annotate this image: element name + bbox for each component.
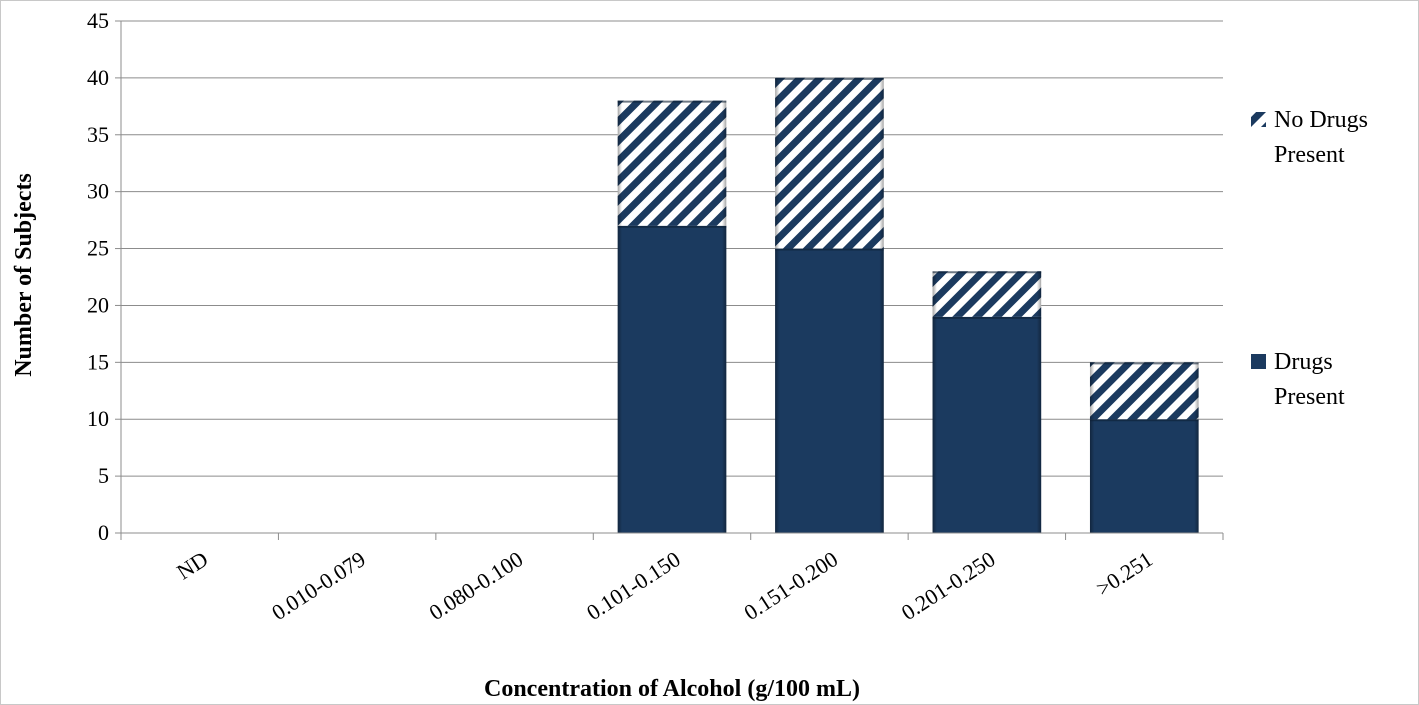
bar-shading — [932, 271, 1042, 317]
legend: No Drugs Present Drugs Present — [1251, 107, 1368, 410]
legend-swatch-no-drugs — [1251, 112, 1266, 127]
x-tick-label: 0.151-0.200 — [739, 546, 842, 625]
y-tick-label: 35 — [87, 122, 109, 147]
bar-shading — [1089, 362, 1199, 420]
bar-shading — [617, 225, 727, 534]
legend-swatch-drugs — [1251, 354, 1266, 369]
x-tick-label: >0.251 — [1091, 546, 1157, 601]
x-tick-label: 0.010-0.079 — [267, 546, 370, 625]
y-tick-label: 40 — [87, 65, 109, 90]
x-tick-labels: ND 0.010-0.079 0.080-0.100 0.101-0.150 0.151… — [172, 546, 1157, 625]
legend-label: Present — [1274, 142, 1345, 168]
bar-shading — [775, 77, 884, 249]
y-tick-labels: 0 5 10 15 20 25 30 35 40 45 — [87, 8, 109, 545]
x-tick-label: 0.080-0.100 — [425, 546, 528, 625]
bar-shading — [932, 316, 1042, 533]
x-axis-title: Concentration of Alcohol (g/100 mL) — [484, 676, 860, 702]
axes — [115, 20, 1224, 540]
bars — [617, 77, 1199, 534]
legend-label: Drugs — [1274, 349, 1333, 375]
y-tick-label: 20 — [87, 292, 109, 317]
y-tick-label: 0 — [98, 520, 109, 545]
y-tick-label: 5 — [98, 463, 109, 488]
legend-label: No Drugs — [1274, 107, 1368, 133]
y-tick-label: 45 — [87, 8, 109, 33]
bar-shading — [617, 100, 727, 226]
bar-shading — [775, 248, 884, 534]
y-tick-label: 10 — [87, 406, 109, 431]
legend-label: Present — [1274, 384, 1345, 410]
y-tick-label: 30 — [87, 179, 109, 204]
y-axis-title: Number of Subjects — [11, 173, 37, 377]
bar-shading — [1089, 419, 1199, 533]
x-tick-label: 0.201-0.250 — [897, 546, 1000, 625]
x-tick-label: 0.101-0.150 — [582, 546, 685, 625]
y-tick-label: 15 — [87, 349, 109, 374]
y-tick-label: 25 — [87, 236, 109, 261]
x-tick-label: ND — [172, 546, 212, 584]
